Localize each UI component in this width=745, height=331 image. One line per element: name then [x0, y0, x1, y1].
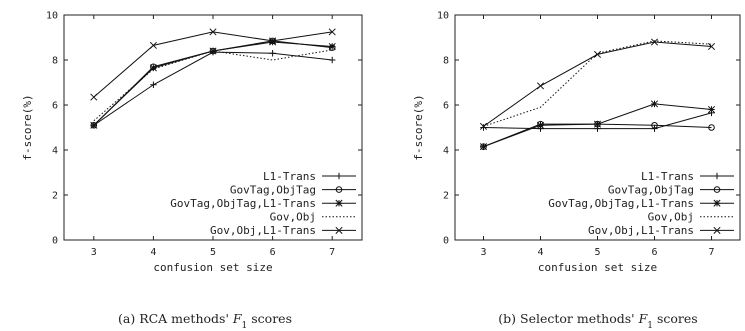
chart-b-data-point — [536, 82, 545, 90]
chart-a-series-line — [93, 31, 333, 98]
chart-a-data-point — [90, 93, 98, 101]
chart-b-legend-marker — [713, 199, 721, 207]
chart-b-legend-label: Gov,Obj,L1-Trans — [588, 224, 694, 237]
chart-b-data-point — [479, 122, 488, 130]
chart-a-legend-marker — [335, 199, 343, 207]
chart-a-xtick-label: 4 — [150, 247, 156, 258]
chart-b-ytick-label: 8 — [443, 56, 449, 67]
chart-a-data-point — [269, 38, 277, 46]
chart-b-ytick-label: 10 — [437, 11, 449, 22]
chart-a-data-point — [149, 41, 157, 49]
chart-a-legend-marker — [335, 172, 343, 180]
chart-a-ytick-label: 2 — [52, 191, 58, 202]
chart-a-ytick-label: 4 — [52, 146, 58, 157]
chart-b-y-axis-label: f-score(%) — [412, 94, 425, 160]
chart-b-data-point — [707, 42, 716, 51]
chart-a-caption: (a) RCA methods' F1 scores — [118, 311, 292, 331]
chart-b-legend-label: GovTag,ObjTag — [608, 183, 694, 196]
chart-a-legend-marker — [335, 226, 343, 234]
chart-a-series-line — [93, 49, 333, 122]
chart-a-data-point — [328, 28, 336, 36]
chart-b-xtick-label: 6 — [651, 247, 657, 258]
chart-b-data-point — [707, 105, 716, 114]
chart-a-xtick-label: 5 — [210, 247, 216, 258]
chart-b-ytick-label: 2 — [443, 191, 449, 202]
chart-b-series-5 — [479, 38, 716, 130]
chart-b-xtick-label: 4 — [537, 247, 543, 258]
chart-a-legend-label: Gov,Obj — [270, 211, 316, 224]
chart-a-legend-label: GovTag,ObjTag,L1-Trans — [170, 197, 316, 210]
chart-a-series-4 — [93, 49, 333, 122]
chart-b-series-3 — [479, 100, 716, 151]
chart-b-caption: (b) Selector methods' F1 scores — [498, 311, 697, 331]
chart-a-ytick-label: 6 — [52, 101, 58, 112]
chart-a-data-point — [329, 56, 336, 64]
chart-b-data-point — [480, 124, 487, 131]
chart-a-data-point — [149, 64, 157, 72]
chart-b-ytick-label: 4 — [443, 146, 449, 157]
chart-a: 0 2 4 6 8 10 3 4 5 6 7 confusion set size f-score(%)… — [21, 11, 363, 331]
chart-a-data-point — [328, 42, 336, 51]
chart-b-legend-marker — [713, 172, 721, 180]
chart-a-series-5 — [90, 28, 336, 101]
chart-b-data-point — [536, 121, 545, 129]
chart-b-legend: L1-TransGovTag,ObjTagGovTag,ObjTag,L1-Tr… — [548, 170, 734, 237]
chart-a-data-point — [150, 81, 157, 88]
chart-a-data-point — [269, 37, 277, 45]
chart-b-data-point — [593, 120, 602, 128]
chart-a-legend-label: GovTag,ObjTag — [230, 183, 316, 196]
chart-a-legend: L1-TransGovTag,ObjTagGovTag,ObjTag,L1-Tr… — [170, 170, 356, 237]
chart-b-series-1 — [480, 109, 715, 132]
chart-b-data-point — [708, 124, 715, 131]
chart-b-data-point — [593, 50, 602, 58]
chart-a-xtick-label: 6 — [270, 247, 276, 258]
chart-a-legend-label: L1-Trans — [263, 170, 316, 183]
chart-b-legend-marker — [713, 186, 721, 193]
chart-a-xtick-label: 3 — [91, 247, 97, 258]
chart-a-series-3 — [90, 38, 336, 129]
chart-a-data-point — [269, 50, 276, 57]
chart-b-xtick-label: 7 — [708, 247, 714, 258]
chart-a-legend-marker — [335, 186, 343, 193]
chart-a-x-axis-label: confusion set size — [153, 261, 272, 274]
chart-b-legend-label: GovTag,ObjTag,L1-Trans — [548, 197, 694, 210]
chart-b-data-point — [650, 38, 659, 46]
chart-a-series-line — [93, 51, 333, 126]
chart-b-data-point — [650, 100, 659, 108]
chart-b-xtick-label: 5 — [594, 247, 600, 258]
chart-a-ytick-label: 0 — [52, 236, 58, 247]
chart-b-legend-label: L1-Trans — [641, 170, 694, 183]
chart-b-legend-label: Gov,Obj — [648, 211, 694, 224]
chart-b-xtick-label: 3 — [480, 247, 486, 258]
chart-a-series-1 — [90, 48, 336, 129]
chart-a-legend-label: Gov,Obj,L1-Trans — [210, 224, 316, 237]
chart-b-data-point — [651, 125, 658, 132]
chart-b-data-point — [651, 121, 658, 129]
chart-b-ytick-label: 6 — [443, 101, 449, 112]
chart-b-x-axis-label: confusion set size — [538, 261, 657, 274]
chart-b-ytick-label: 0 — [443, 236, 449, 247]
chart-a-ytick-label: 8 — [52, 56, 58, 67]
chart-b-data-point — [479, 143, 488, 151]
chart-a-data-point — [90, 121, 98, 129]
chart-a-data-point — [209, 28, 217, 36]
chart-a-y-axis-label: f-score(%) — [21, 94, 34, 160]
chart-a-xtick-label: 7 — [329, 247, 335, 258]
chart-b-legend-marker — [713, 226, 721, 234]
chart-b: 0 2 4 6 8 10 3 4 5 6 7 confusion set size f-score(%)… — [412, 11, 741, 331]
chart-a-ytick-label: 10 — [46, 11, 58, 22]
